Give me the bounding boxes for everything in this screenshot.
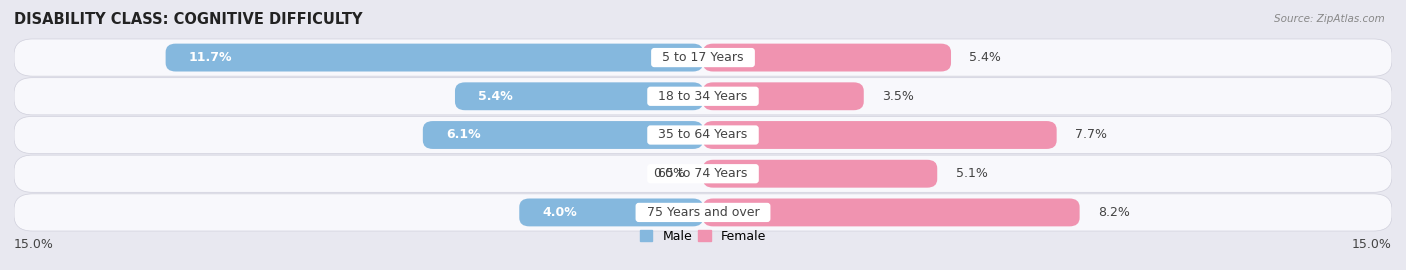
FancyBboxPatch shape <box>14 78 1392 115</box>
Text: 7.7%: 7.7% <box>1076 129 1107 141</box>
Text: 35 to 64 Years: 35 to 64 Years <box>651 129 755 141</box>
Text: DISABILITY CLASS: COGNITIVE DIFFICULTY: DISABILITY CLASS: COGNITIVE DIFFICULTY <box>14 12 363 27</box>
Text: 15.0%: 15.0% <box>14 238 53 251</box>
Text: Source: ZipAtlas.com: Source: ZipAtlas.com <box>1274 14 1385 23</box>
Text: 5.4%: 5.4% <box>969 51 1001 64</box>
FancyBboxPatch shape <box>703 121 1057 149</box>
Text: 8.2%: 8.2% <box>1098 206 1130 219</box>
Text: 5.1%: 5.1% <box>956 167 987 180</box>
Text: 11.7%: 11.7% <box>188 51 232 64</box>
FancyBboxPatch shape <box>14 39 1392 76</box>
Legend: Male, Female: Male, Female <box>636 225 770 248</box>
FancyBboxPatch shape <box>423 121 703 149</box>
FancyBboxPatch shape <box>703 82 863 110</box>
Text: 3.5%: 3.5% <box>882 90 914 103</box>
Text: 15.0%: 15.0% <box>1353 238 1392 251</box>
Text: 5 to 17 Years: 5 to 17 Years <box>654 51 752 64</box>
FancyBboxPatch shape <box>166 44 703 72</box>
Text: 18 to 34 Years: 18 to 34 Years <box>651 90 755 103</box>
FancyBboxPatch shape <box>14 155 1392 192</box>
FancyBboxPatch shape <box>456 82 703 110</box>
Text: 6.1%: 6.1% <box>446 129 481 141</box>
FancyBboxPatch shape <box>703 198 1080 226</box>
FancyBboxPatch shape <box>519 198 703 226</box>
FancyBboxPatch shape <box>14 194 1392 231</box>
FancyBboxPatch shape <box>14 116 1392 154</box>
FancyBboxPatch shape <box>703 44 950 72</box>
FancyBboxPatch shape <box>703 160 938 188</box>
Text: 65 to 74 Years: 65 to 74 Years <box>651 167 755 180</box>
Text: 5.4%: 5.4% <box>478 90 513 103</box>
Text: 0.0%: 0.0% <box>652 167 685 180</box>
Text: 75 Years and over: 75 Years and over <box>638 206 768 219</box>
Text: 4.0%: 4.0% <box>543 206 576 219</box>
